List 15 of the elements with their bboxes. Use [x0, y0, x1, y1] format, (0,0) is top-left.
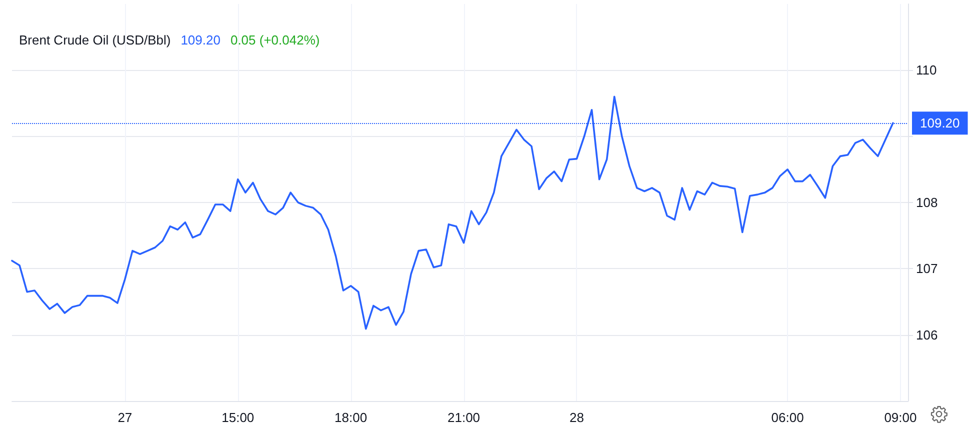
x-tick-label: 27: [118, 410, 132, 425]
y-tick-label: 107: [916, 261, 938, 276]
x-tick-label: 06:00: [771, 410, 804, 425]
y-tick-label: 106: [916, 327, 938, 342]
x-tick-label: 09:00: [884, 410, 917, 425]
x-tick-label: 15:00: [222, 410, 254, 425]
text: Brent Crude Oil (USD/Bbl): [19, 32, 171, 48]
x-tick-label: 18:00: [334, 410, 368, 425]
annotation: 0.05 (+0.042%): [230, 32, 320, 48]
annotation: 109.20: [180, 32, 220, 48]
y-tick-label: 108: [916, 195, 938, 210]
y-tick-label: 110: [916, 62, 937, 78]
ref-line-label: 109.20: [920, 116, 960, 131]
x-tick-label: 28: [569, 410, 584, 425]
x-tick-label: 21:00: [447, 410, 480, 425]
